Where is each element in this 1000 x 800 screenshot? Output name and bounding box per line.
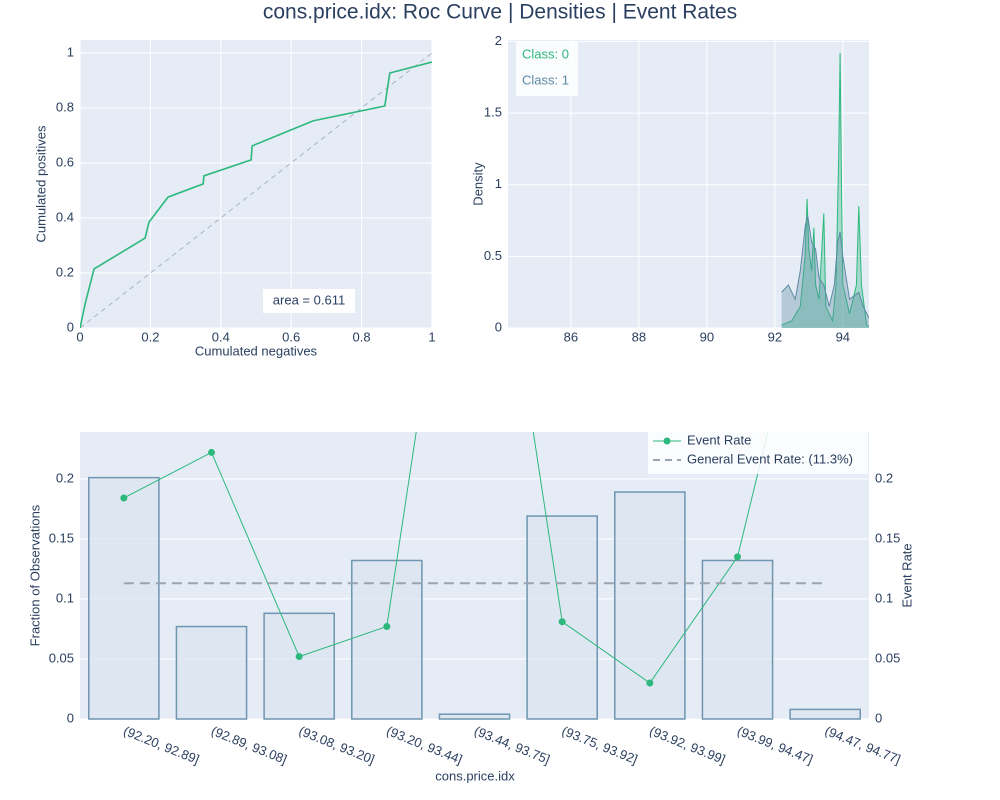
y-tick-label: 0.4 xyxy=(56,209,74,224)
roc-curve xyxy=(80,61,432,328)
event-rate-point xyxy=(646,679,654,687)
legend-box xyxy=(648,432,868,474)
y-tick-label: 0 xyxy=(67,710,74,725)
y-tick-label: 0 xyxy=(495,319,502,334)
y-axis-label: Fraction of Observations xyxy=(27,504,42,646)
y-axis-label: Event Rate xyxy=(899,543,914,607)
density-line xyxy=(781,52,869,328)
x-tick-label: 0.4 xyxy=(212,329,230,344)
figure-title: cons.price.idx: Roc Curve | Densities | … xyxy=(263,1,737,24)
y-tick-label: 0.05 xyxy=(49,650,74,665)
y-tick-label: 0.5 xyxy=(484,248,502,263)
event-rate-point xyxy=(471,43,478,50)
density-line xyxy=(781,216,869,319)
annotation: area = 0.611 xyxy=(273,292,345,307)
y-tick-label: 0.6 xyxy=(56,154,74,169)
plot-clip xyxy=(120,43,826,687)
x-tick-label: (93.20, 93.44] xyxy=(384,723,464,767)
x-tick-label: (93.08, 93.20] xyxy=(297,723,377,767)
y-tick-label: 2 xyxy=(495,33,502,48)
y-tick-label: 1 xyxy=(67,44,74,59)
event-rate-point xyxy=(383,623,391,631)
legend-label: Event Rate xyxy=(687,432,751,447)
bar xyxy=(701,559,774,720)
legend-label: General Event Rate: (11.3%) xyxy=(687,451,853,466)
y-tick-label: 0 xyxy=(67,319,74,334)
legend-label: Class: 1 xyxy=(522,72,569,87)
y-tick-label: 0.8 xyxy=(56,99,74,114)
x-tick-label: (93.99, 94.47] xyxy=(735,723,815,767)
bar xyxy=(175,625,248,720)
x-tick-label: 88 xyxy=(632,329,646,344)
x-tick-label: 92 xyxy=(768,329,782,344)
x-tick-label: 0.8 xyxy=(353,329,371,344)
x-tick-label: (93.92, 93.99] xyxy=(647,723,727,767)
bar xyxy=(789,708,861,720)
y2-tick-label: 0.05 xyxy=(875,650,900,665)
x-tick-label: 94 xyxy=(836,329,850,344)
x-tick-label: 90 xyxy=(700,329,714,344)
bar xyxy=(263,612,335,720)
event-rate-point xyxy=(208,448,215,456)
legend-marker xyxy=(663,437,671,445)
y-tick-label: 0.2 xyxy=(56,264,74,279)
density-fill xyxy=(781,52,869,328)
x-tick-label: (93.75, 93.92] xyxy=(560,723,640,767)
x-tick-label: 86 xyxy=(564,329,578,344)
y-axis-label: Density xyxy=(470,162,485,206)
y-tick-label: 1 xyxy=(495,176,502,191)
x-axis-label: cons.price.idx xyxy=(435,768,515,783)
x-axis-label: Cumulated negatives xyxy=(195,343,318,358)
y2-tick-label: 0.15 xyxy=(875,530,900,545)
x-tick-label: (92.89, 93.08] xyxy=(209,723,289,767)
bar xyxy=(351,559,423,720)
y-axis-label: Cumulated positives xyxy=(33,125,48,243)
y-tick-label: 1.5 xyxy=(484,105,502,120)
x-tick-label: 0 xyxy=(76,329,83,344)
plot-clip xyxy=(80,52,432,328)
x-tick-label: 0.6 xyxy=(282,329,300,344)
y-tick-label: 0.1 xyxy=(56,590,74,605)
plot-clip xyxy=(781,52,869,328)
x-tick-label: 0.2 xyxy=(141,329,159,344)
x-tick-label: 1 xyxy=(428,329,435,344)
bar xyxy=(526,515,598,720)
legend-label: Class: 0 xyxy=(522,46,569,61)
y2-tick-label: 0.2 xyxy=(875,470,893,485)
reference-line xyxy=(80,52,432,328)
x-tick-label: (94.47, 94.77] xyxy=(823,723,903,767)
plot-background xyxy=(80,40,432,328)
x-tick-label: (93.44, 93.75] xyxy=(472,723,552,767)
event-rate-line xyxy=(123,432,769,684)
event-rate-point xyxy=(558,618,566,626)
x-tick-label: (92.20, 92.89] xyxy=(121,723,201,767)
bar xyxy=(88,476,160,720)
event-rate-point xyxy=(295,653,303,661)
bar xyxy=(438,713,511,720)
y2-tick-label: 0.1 xyxy=(875,590,893,605)
y-tick-label: 0.2 xyxy=(56,470,74,485)
event-rate-point xyxy=(120,494,128,502)
y2-tick-label: 0 xyxy=(875,710,882,725)
legend-box xyxy=(516,42,578,96)
y-tick-label: 0.15 xyxy=(49,530,74,545)
event-rate-point xyxy=(734,553,741,561)
annotation-box xyxy=(263,289,355,313)
